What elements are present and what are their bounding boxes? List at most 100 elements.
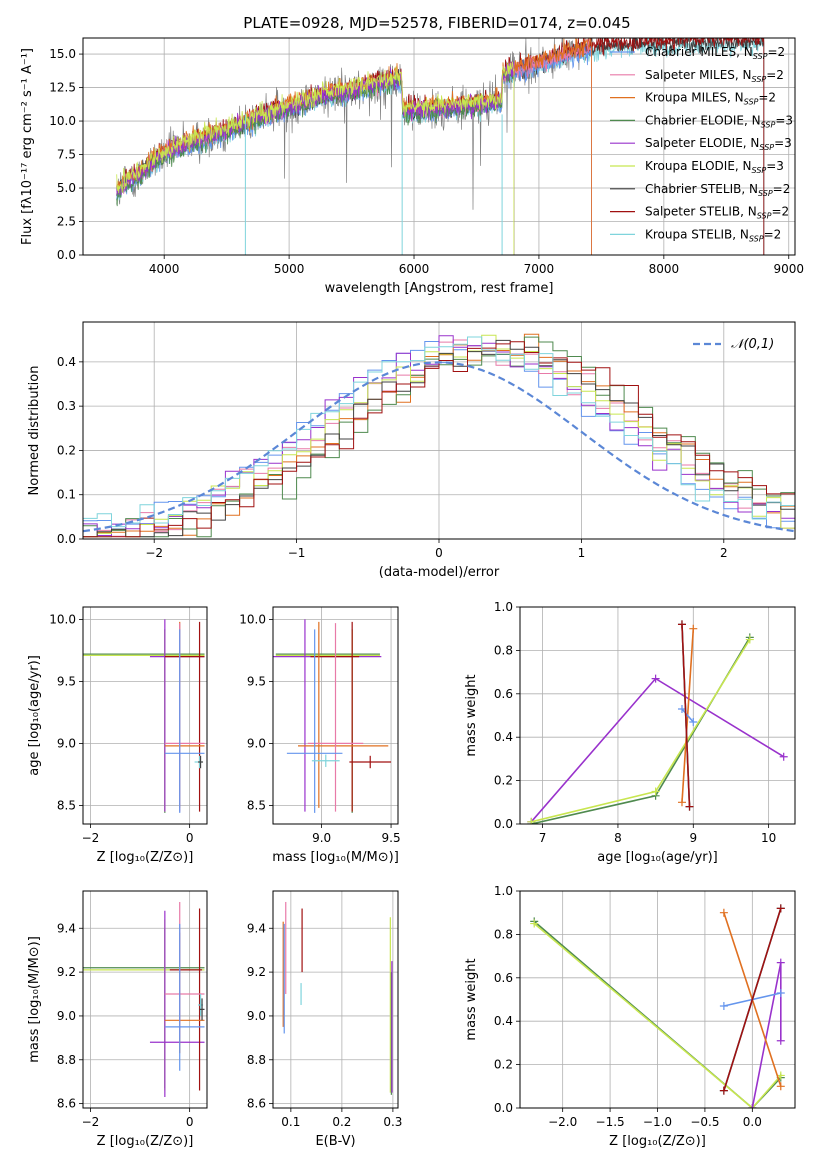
weight-vs-metallicity-panel: −2.0 −1.5 −1.0 −0.5 0.0 0.0 0.2 0.4 0.6 0.8 1.0 Z […: [464, 884, 796, 1149]
weight-line-salpeter-stelib: [681, 624, 691, 807]
x-tick-label: 10: [761, 831, 776, 845]
y-tick-label: 0.4: [494, 1014, 513, 1028]
x-axis-label: Z [log₁₀(Z/Z⊙)]: [609, 1134, 706, 1149]
model-spectrum-chabrier-miles: [116, 44, 592, 255]
plot-area: [116, 38, 765, 255]
model-spectrum-salpeter-miles: [116, 39, 592, 255]
y-tick-label: 0.8: [494, 643, 513, 657]
axes-frame: [519, 890, 796, 1109]
weight-marker: [677, 798, 686, 807]
x-tick-label: 4000: [149, 262, 180, 276]
mass-vs-extinction-panel: 0.1 0.2 0.3 8.6 8.8 9.0 9.2 9.4 E(B-V): [247, 890, 402, 1149]
y-axis-label: mass [log₁₀(M/M⊙)]: [27, 936, 42, 1063]
weight-marker: [776, 988, 785, 997]
x-tick-label: 0: [186, 1115, 194, 1129]
y-tick-label: 10.0: [239, 612, 266, 626]
x-tick-label: 9000: [773, 262, 804, 276]
y-tick-label: 0.6: [494, 971, 513, 985]
x-tick-label: −1.5: [596, 1115, 625, 1129]
x-tick-label: −1.0: [643, 1115, 672, 1129]
weight-marker: [651, 787, 660, 796]
weight-vs-age-panel: 7 8 9 10 0.0 0.2 0.4 0.6 0.8 1.0 age [log₁₀(age/yr…: [464, 600, 796, 865]
y-tick-label: 0.0: [57, 532, 76, 546]
y-tick-label: 0.4: [57, 355, 76, 369]
age-vs-metallicity-panel: −2 0 8.5 9.0 9.5 10.0 Z [log₁₀(Z/Z⊙)] age [log₁…: [27, 606, 208, 865]
histogram-kroupa-stelib: [83, 336, 795, 539]
x-tick-label: 2: [720, 546, 728, 560]
legend-entry: Kroupa ELODIE, NSSP=3: [645, 159, 784, 175]
weight-marker: [776, 1082, 785, 1091]
x-tick-label: 8000: [649, 262, 680, 276]
plot-area: [83, 333, 795, 539]
axes-frame: [82, 890, 208, 1109]
axes-frame: [82, 321, 796, 540]
weight-line-kroupa-elodie: [531, 639, 751, 823]
axes-frame: [272, 890, 399, 1109]
y-tick-label: 0.8: [494, 927, 513, 941]
weight-marker: [689, 624, 698, 633]
x-tick-label: 1: [578, 546, 586, 560]
x-tick-label: 5000: [274, 262, 305, 276]
weight-marker: [677, 704, 686, 713]
plot-area: [530, 904, 785, 1108]
x-axis-label: E(B-V): [315, 1134, 355, 1149]
x-axis-label: mass [log₁₀(M/M⊙)]: [272, 850, 399, 865]
y-axis-label: mass weight: [464, 674, 479, 756]
weight-line-kroupa-elodie: [533, 922, 782, 1108]
y-tick-label: 0.6: [494, 687, 513, 701]
y-tick-label: 10.0: [49, 114, 76, 128]
x-tick-label: −2: [82, 831, 100, 845]
y-tick-label: 8.5: [247, 798, 266, 812]
plot-area: [282, 901, 393, 1095]
weight-line-chabrier-elodie: [533, 920, 782, 1108]
axes-frame: [519, 606, 796, 825]
x-tick-label: 0: [186, 831, 194, 845]
y-axis-label: age [log₁₀(age/yr)]: [27, 655, 42, 776]
legend-entry: Salpeter ELODIE, NSSP=3: [645, 136, 792, 152]
normal-distribution-curve: [83, 361, 795, 533]
y-tick-label: 5.0: [57, 181, 76, 195]
x-tick-label: 0.1: [281, 1115, 300, 1129]
y-tick-label: 0.0: [494, 1101, 513, 1115]
x-tick-label: −0.5: [690, 1115, 719, 1129]
weight-marker: [527, 817, 536, 824]
residual-histogram-panel: −2 −1 0 1 2 0.0 0.1 0.2 0.3 0.4 (data-model)/error…: [27, 321, 796, 580]
y-tick-label: 9.0: [57, 736, 76, 750]
axes-frame: [82, 606, 208, 825]
weight-marker: [651, 674, 660, 683]
y-tick-label: 1.0: [494, 884, 513, 898]
weight-marker: [530, 919, 539, 928]
plot-area: [83, 901, 205, 1098]
y-tick-label: 8.6: [247, 1097, 266, 1111]
x-tick-label: 9: [689, 831, 697, 845]
y-tick-label: 8.5: [57, 798, 76, 812]
age-vs-mass-panel: 9.0 9.5 8.5 9.0 9.5 10.0 mass [log₁₀(M/M⊙)]: [239, 606, 401, 865]
y-tick-label: 0.1: [57, 488, 76, 502]
spectrum-panel: 4000 5000 6000 7000 8000 9000 0.0 2.5 5.0 7.5 10.0…: [20, 37, 804, 296]
y-tick-label: 9.4: [247, 921, 266, 935]
y-axis-label: Normed distribution: [27, 366, 42, 496]
x-axis-label: wavelength [Angstrom, rest frame]: [325, 281, 554, 296]
weight-marker: [776, 904, 785, 913]
legend-entry: Kroupa STELIB, NSSP=2: [645, 227, 781, 243]
x-tick-label: 6000: [399, 262, 430, 276]
y-tick-label: 2.5: [57, 215, 76, 229]
figure-title: PLATE=0928, MJD=52578, FIBERID=0174, z=0…: [243, 14, 630, 32]
y-tick-label: 7.5: [57, 148, 76, 162]
weight-line-salpeter-elodie: [530, 677, 785, 823]
legend-entry: Kroupa MILES, NSSP=2: [645, 91, 776, 107]
weight-marker: [689, 718, 698, 727]
x-tick-label: −2: [145, 546, 163, 560]
y-tick-label: 0.2: [494, 774, 513, 788]
weight-marker: [719, 908, 728, 917]
x-tick-label: 9.5: [382, 831, 401, 845]
legend-entry: Salpeter MILES, NSSP=2: [645, 68, 784, 84]
axes-frame: [82, 37, 796, 256]
x-tick-label: 8: [614, 831, 622, 845]
y-tick-label: 8.8: [247, 1053, 266, 1067]
y-tick-label: 0.0: [57, 248, 76, 262]
weight-marker: [745, 635, 754, 644]
legend-entry: Chabrier MILES, NSSP=2: [645, 45, 785, 61]
y-axis-label: Flux [fλ10⁻¹⁷ erg cm⁻² s⁻¹ A⁻¹]: [20, 48, 35, 245]
y-tick-label: 0.2: [494, 1058, 513, 1072]
